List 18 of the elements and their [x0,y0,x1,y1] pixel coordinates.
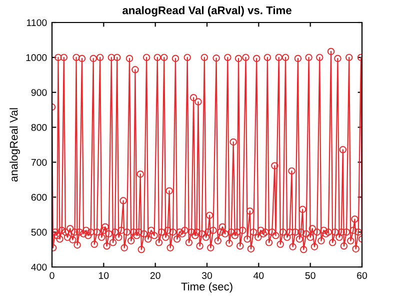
y-tick-label: 400 [31,264,47,271]
y-tick-label: 1100 [26,19,47,26]
x-axis-title: Time (sec) [181,282,232,293]
y-tick-label: 900 [31,89,47,96]
x-tick-label: 30 [202,272,212,279]
x-tick-label: 20 [150,272,160,279]
y-tick-label: 700 [31,158,47,166]
y-tick-label: 500 [31,228,47,236]
chart-title: analogRead Val (aRval) vs. Time [122,6,292,17]
y-axis-title: analogReal Val [10,108,20,182]
y-tick-label: 800 [31,124,47,131]
x-tick-label: 50 [305,272,316,279]
x-tick-label: 0 [50,272,54,279]
y-tick-label: 600 [31,194,47,201]
x-tick-label: 10 [99,272,109,279]
y-tick-label: 1000 [26,54,47,62]
x-tick-label: 40 [253,272,264,279]
x-tick-label: 60 [357,272,368,279]
